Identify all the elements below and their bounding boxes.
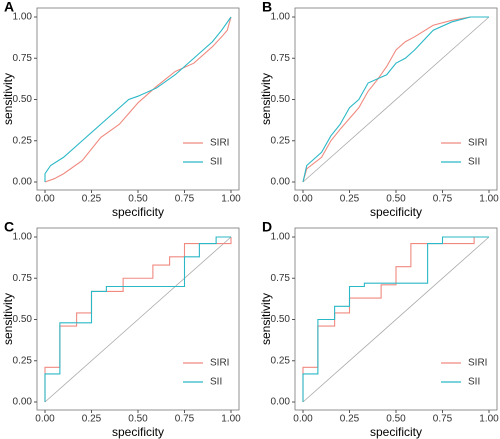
x-tick-label: 0.00 xyxy=(35,414,55,425)
x-tick-label: 0.75 xyxy=(433,414,453,425)
y-tick-label: 0.00 xyxy=(271,397,291,408)
x-tick-label: 1.00 xyxy=(479,414,499,425)
legend-label: SIRI xyxy=(468,138,487,149)
y-tick-label: 0.00 xyxy=(13,397,33,408)
y-tick-label: 0.00 xyxy=(13,177,33,188)
x-tick-label: 0.50 xyxy=(386,194,406,205)
reference-diagonal xyxy=(302,236,490,403)
legend-label: SII xyxy=(468,377,480,388)
x-tick-label: 0.75 xyxy=(175,414,195,425)
x-tick-label: 0.75 xyxy=(433,194,453,205)
y-tick-label: 0.25 xyxy=(13,355,33,366)
x-axis-label: specificity xyxy=(370,425,422,439)
panel-label: A xyxy=(4,0,14,15)
legend-label: SII xyxy=(210,377,222,388)
legend-label: SII xyxy=(468,157,480,168)
y-tick-label: 0.25 xyxy=(13,135,33,146)
y-tick-label: 1.00 xyxy=(271,12,291,23)
y-axis-label: sensitivity xyxy=(259,73,273,125)
x-tick-label: 0.50 xyxy=(128,414,148,425)
y-tick-label: 0.25 xyxy=(271,135,291,146)
x-tick-label: 1.00 xyxy=(221,414,241,425)
y-tick-label: 1.00 xyxy=(271,232,291,243)
roc-curve xyxy=(44,16,232,182)
panel-label: B xyxy=(262,0,272,15)
y-axis-label: sensitivity xyxy=(259,293,273,345)
x-tick-label: 1.00 xyxy=(221,194,241,205)
y-tick-label: 0.50 xyxy=(271,314,291,325)
panel-label: D xyxy=(262,219,272,235)
y-tick-label: 0.00 xyxy=(271,177,291,188)
y-axis-label: sensitivity xyxy=(1,73,15,125)
x-tick-label: 1.00 xyxy=(479,194,499,205)
panel-label: C xyxy=(4,219,14,235)
x-tick-label: 0.25 xyxy=(340,414,360,425)
roc-curve xyxy=(302,236,489,402)
x-tick-label: 0.00 xyxy=(293,194,313,205)
x-tick-label: 0.75 xyxy=(175,194,195,205)
legend-label: SIRI xyxy=(210,358,229,369)
x-tick-label: 0.25 xyxy=(82,414,102,425)
legend-label: SII xyxy=(210,157,222,168)
x-tick-label: 0.25 xyxy=(82,194,102,205)
x-tick-label: 0.50 xyxy=(386,414,406,425)
y-tick-label: 0.75 xyxy=(271,273,291,284)
x-axis-label: specificity xyxy=(112,205,164,219)
y-tick-label: 1.00 xyxy=(13,232,33,243)
y-tick-label: 1.00 xyxy=(13,12,33,23)
legend-label: SIRI xyxy=(210,138,229,149)
x-tick-label: 0.25 xyxy=(340,194,360,205)
y-tick-label: 0.25 xyxy=(271,355,291,366)
roc-curve xyxy=(44,16,232,183)
x-tick-label: 0.00 xyxy=(293,414,313,425)
y-tick-label: 0.75 xyxy=(271,53,291,64)
legend-label: SIRI xyxy=(468,358,487,369)
roc-curve xyxy=(44,236,231,402)
y-tick-label: 0.50 xyxy=(271,94,291,105)
reference-diagonal xyxy=(302,16,490,183)
y-tick-label: 0.50 xyxy=(13,314,33,325)
roc-curve xyxy=(302,16,489,183)
y-tick-label: 0.50 xyxy=(13,94,33,105)
x-axis-label: specificity xyxy=(370,205,422,219)
y-tick-label: 0.75 xyxy=(13,273,33,284)
x-tick-label: 0.50 xyxy=(128,194,148,205)
x-axis-label: specificity xyxy=(112,425,164,439)
reference-diagonal xyxy=(44,236,232,403)
x-tick-label: 0.00 xyxy=(35,194,55,205)
roc-curve xyxy=(302,16,489,183)
plot-frame xyxy=(36,7,240,191)
y-axis-label: sensitivity xyxy=(1,293,15,345)
y-tick-label: 0.75 xyxy=(13,53,33,64)
